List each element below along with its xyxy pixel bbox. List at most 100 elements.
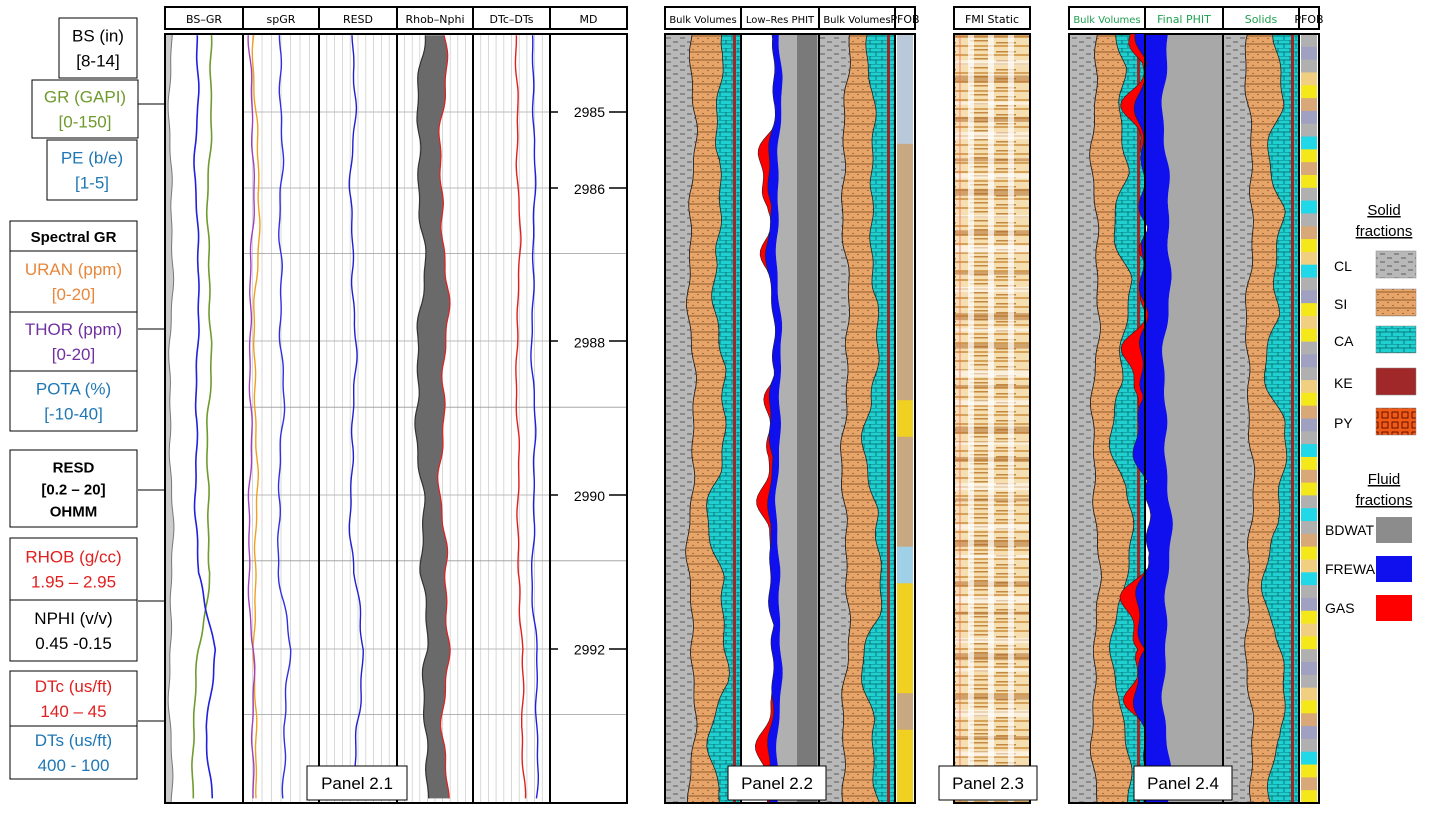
legend-title: Fluid [1368, 471, 1401, 488]
legend-text: NPHI (v/v) [34, 609, 112, 628]
gr-curve [191, 35, 213, 799]
legend-text: GR (GAPI) [44, 88, 126, 107]
legend-item-label: GAS [1325, 600, 1355, 616]
pfob-band [1301, 700, 1317, 714]
legend-box [9, 725, 138, 780]
pfob-band [1301, 315, 1317, 330]
pfob-band [1301, 546, 1317, 560]
legend-swatch [1375, 288, 1417, 317]
lithology-fluid-legend: Solid fractions CL SI CA KE PY Fluid fractions BD… [1325, 202, 1417, 621]
log-track: spGR [242, 6, 320, 804]
pfob-band [1301, 136, 1317, 150]
pfob-band [1301, 123, 1317, 138]
legend-entry: RHOB (g/cc) 1.95 – 2.95 [9, 537, 138, 601]
kerogen-fill [1291, 34, 1294, 803]
track-title: DTc–DTs [490, 13, 534, 26]
panel-label: Panel 2.2 [727, 765, 827, 801]
pfob-band [897, 363, 913, 401]
pfob-band [1301, 687, 1317, 701]
legend-text: 1.95 – 2.95 [31, 573, 116, 592]
bdwat-fill [1161, 34, 1223, 803]
legend-title: Solid [1367, 202, 1400, 219]
legend-item-calcite: CA [1334, 325, 1417, 354]
legend-box [9, 220, 138, 252]
kerogen-fill [887, 34, 890, 803]
legend-item-gas: GAS [1325, 595, 1412, 621]
log-track: Low–Res PHIT [740, 6, 820, 804]
legend-item-bdwat: BDWAT [1325, 517, 1412, 543]
legend-text: [0-150] [59, 113, 112, 132]
pfob-band [1301, 341, 1317, 355]
pfob-band [1301, 239, 1317, 253]
pfob-band [1301, 213, 1317, 227]
legend-entry: GR (GAPI) [0-150] [31, 79, 139, 139]
dtc-curve [514, 35, 527, 799]
legend-text: URAN (ppm) [25, 260, 122, 279]
track-header [894, 6, 916, 30]
resd-curve [348, 35, 364, 799]
panel-label: Panel 2.3 [938, 765, 1038, 801]
kerogen-fill [733, 34, 736, 803]
pfob-band [1301, 764, 1317, 778]
pfob-band [897, 400, 913, 438]
panel-label: Panel 2.4 [1133, 765, 1233, 801]
pfob-band [1301, 597, 1317, 612]
pfob-band [897, 143, 913, 181]
legend-box [31, 79, 139, 139]
legend-text: DTs (us/ft) [35, 731, 112, 750]
pfob-band [897, 583, 913, 621]
panel-label-box [306, 765, 408, 801]
track-border [1298, 33, 1320, 804]
depth-tick-label: 2990 [574, 488, 605, 504]
legend-item-frewa: FREWA [1325, 556, 1412, 582]
bdwat-fill [797, 34, 817, 803]
legend-entry: RESD [0.2 – 20] OHMM [9, 449, 138, 528]
log-track: Bulk Volumes [818, 6, 896, 804]
log-track: Rhob–Nphi [396, 6, 474, 804]
legend-item-label: CL [1334, 258, 1352, 274]
pfob-band [1301, 533, 1317, 548]
pota-curve [276, 35, 292, 799]
pfob-band [1301, 405, 1317, 419]
legend-text: OHMM [50, 504, 98, 521]
fmi-pad-gap [968, 34, 974, 803]
log-track: PFOB [890, 6, 920, 804]
pfob-band [1301, 559, 1317, 573]
track-title: Solids [1245, 13, 1278, 26]
pfob-band [897, 729, 913, 767]
panel-label-box [938, 765, 1038, 801]
legend-item-label: BDWAT [1325, 522, 1374, 538]
legend-text: RHOB (g/cc) [25, 548, 121, 567]
track-title: Low–Res PHIT [746, 15, 815, 26]
calcite-fill [706, 34, 741, 803]
pfob-band [1301, 418, 1317, 432]
left-curve-legend: BS (in) [8-14] GR (GAPI) [0-150] PE (b/e) [1-… [9, 17, 490, 780]
legend-box [58, 17, 138, 79]
pfob-band [1301, 726, 1317, 740]
pfob-band [1301, 110, 1317, 125]
legend-box [9, 250, 138, 313]
log-panels: BS–GR spGR RESD Rhob–Nphi DTc–DTs MD 2985 2986 2… [164, 6, 1324, 804]
legend-text: POTA (%) [36, 380, 111, 399]
pfob-band [897, 693, 913, 731]
legend-item-silt: SI [1334, 288, 1417, 317]
pfob-band [897, 107, 913, 145]
legend-item-label: FREWA [1325, 561, 1376, 577]
pfob-band [1301, 46, 1317, 61]
pfob-band [1301, 444, 1317, 458]
log-track: Solids [1222, 6, 1300, 804]
pfob-band [897, 546, 913, 584]
pfob-band [1301, 85, 1317, 99]
legend-item-label: SI [1334, 296, 1347, 312]
track-body [165, 34, 243, 803]
log-track: RESD [318, 6, 398, 804]
legend-title: fractions [1356, 223, 1413, 240]
legend-entry: DTs (us/ft) 400 - 100 [9, 725, 138, 780]
track-title: MD [580, 13, 598, 26]
depth-tick-label: 2986 [574, 181, 605, 197]
calcite-fill [861, 34, 895, 803]
pfob-band [897, 436, 913, 474]
track-title: spGR [267, 13, 296, 26]
pfob-band [1301, 751, 1317, 766]
pfob-band [897, 180, 913, 218]
